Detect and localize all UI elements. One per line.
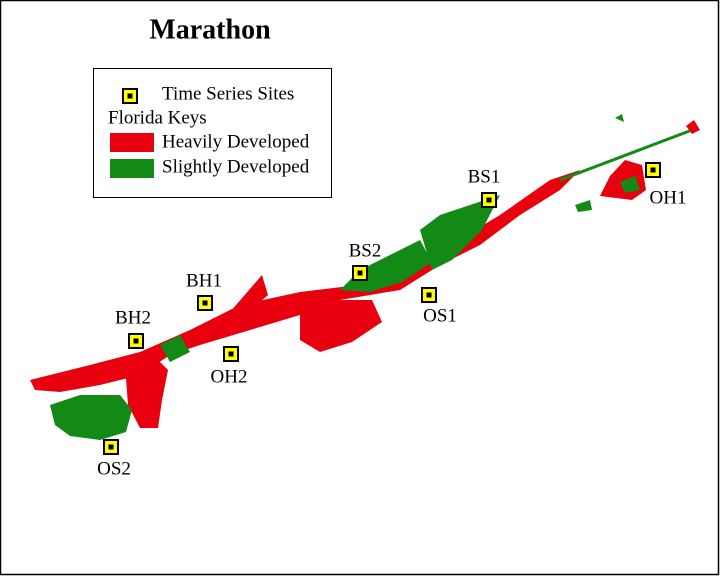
site-label: BS1 — [468, 166, 501, 187]
site-label: OH1 — [650, 187, 687, 208]
site-label: BH2 — [115, 307, 151, 328]
site-label: BH1 — [186, 270, 222, 291]
map-title: Marathon — [149, 14, 271, 45]
site-label: OS1 — [423, 305, 457, 326]
legend-sites-label: Time Series Sites — [162, 83, 294, 104]
legend-item: Heavily Developed — [162, 131, 310, 152]
legend-group-label: Florida Keys — [108, 107, 207, 128]
site-label: BS2 — [349, 240, 382, 261]
site-label: OH2 — [211, 366, 248, 387]
sites: BS1 OH1 BS2 OS1 BH1 BH2 OH2 OS2 — [97, 162, 687, 479]
site-label: OS2 — [97, 458, 131, 479]
legend: Time Series Sites Florida Keys Heavily D… — [93, 68, 332, 198]
legend-item: Slightly Developed — [162, 156, 310, 177]
land — [30, 114, 700, 440]
